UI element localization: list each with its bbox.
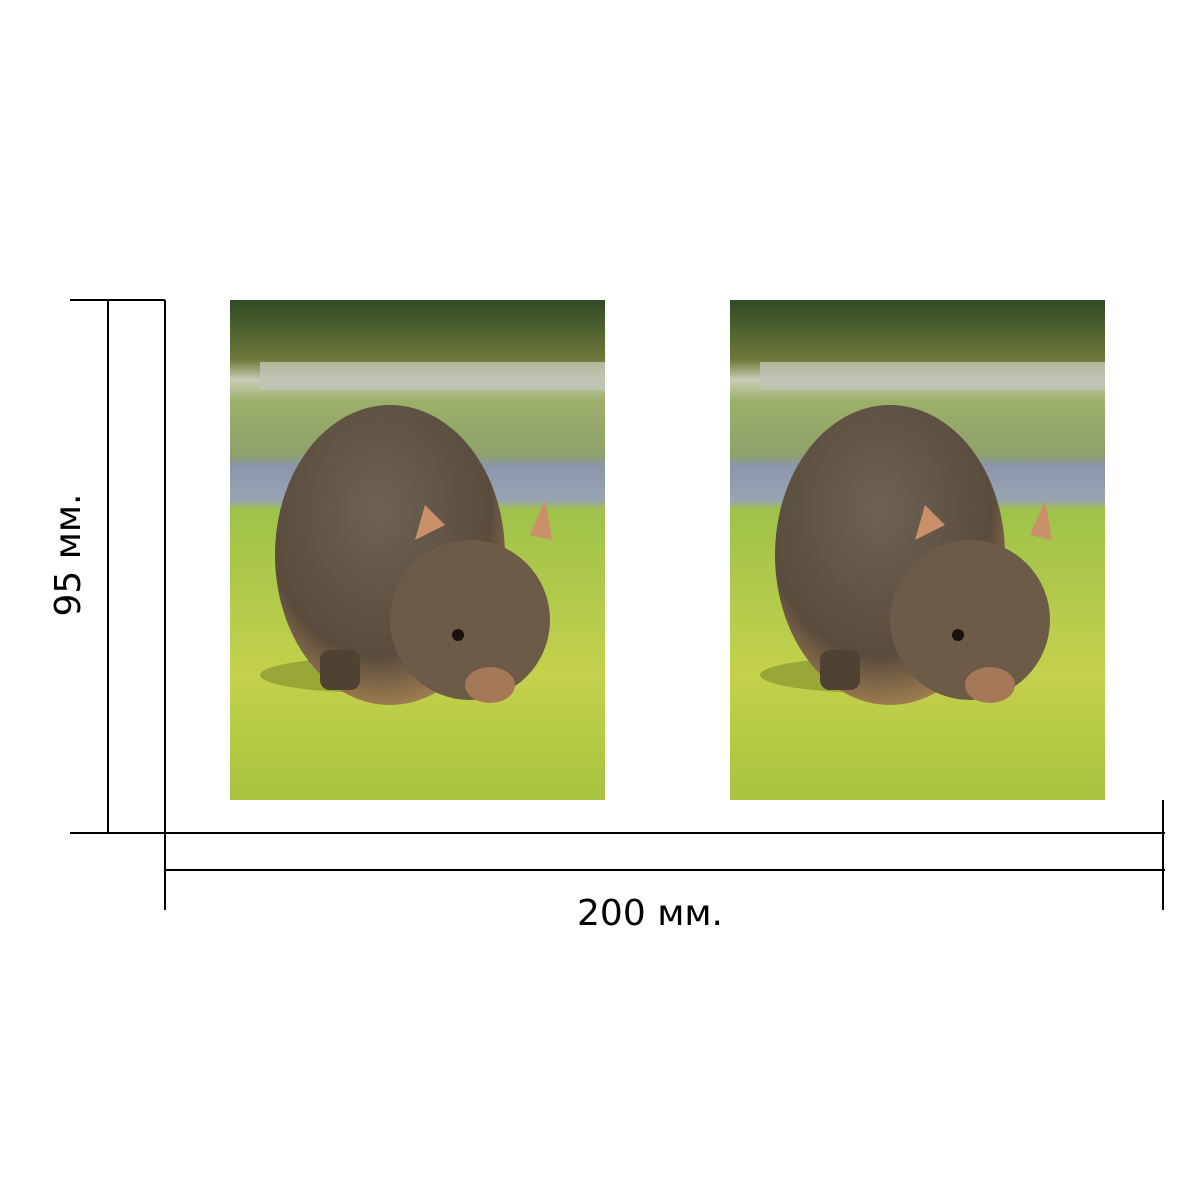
photo-right [730,300,1105,800]
print-area [230,300,1105,800]
height-label: 95 мм. [48,493,89,616]
height-dimension: 95 мм. [48,299,166,834]
width-dimension: 200 мм. [164,800,1165,934]
width-label: 200 мм. [577,893,723,934]
photo-left [230,300,605,800]
